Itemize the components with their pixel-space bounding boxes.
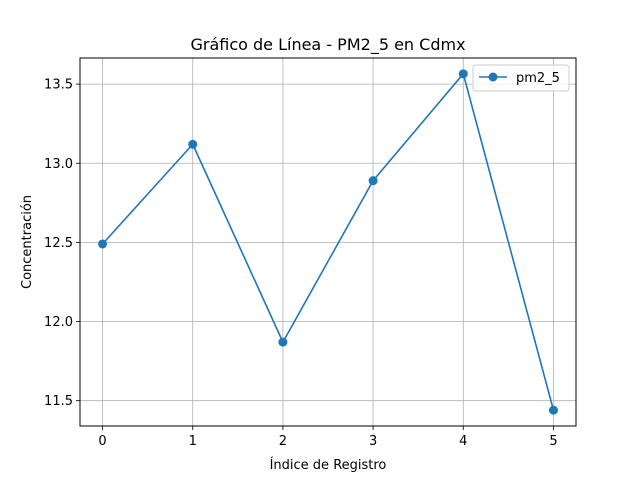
y-tick-label: 11.5 — [44, 394, 73, 409]
chart-title: Gráfico de Línea - PM2_5 en Cdmx — [190, 35, 465, 55]
x-axis-label: Índice de Registro — [270, 457, 387, 473]
y-axis-label: Concentración — [20, 195, 35, 289]
x-tick-label: 4 — [459, 434, 467, 449]
data-point — [548, 405, 558, 415]
data-point — [98, 239, 108, 249]
data-point — [278, 337, 288, 347]
series-layer — [98, 69, 558, 415]
y-tick-label: 12.5 — [44, 236, 73, 251]
y-tick-label: 13.0 — [44, 157, 73, 172]
data-point — [458, 69, 468, 79]
x-tick-label: 5 — [549, 434, 557, 449]
legend: pm2_5 — [472, 64, 570, 92]
x-ticks: 0 1 2 3 4 5 — [98, 426, 558, 449]
y-tick-label: 12.0 — [44, 315, 73, 330]
legend-box — [472, 64, 570, 92]
legend-label-pm2-5: pm2_5 — [516, 71, 560, 86]
y-tick-label: 13.5 — [44, 78, 73, 93]
data-point — [188, 139, 198, 149]
legend-marker-swatch — [488, 72, 498, 82]
data-point — [368, 176, 378, 186]
x-tick-label: 1 — [189, 434, 197, 449]
y-ticks: 11.5 12.0 12.5 13.0 13.5 — [44, 78, 80, 409]
x-tick-label: 3 — [369, 434, 377, 449]
x-tick-label: 0 — [98, 434, 106, 449]
series-line-pm2-5 — [101, 73, 555, 411]
x-tick-label: 2 — [279, 434, 287, 449]
